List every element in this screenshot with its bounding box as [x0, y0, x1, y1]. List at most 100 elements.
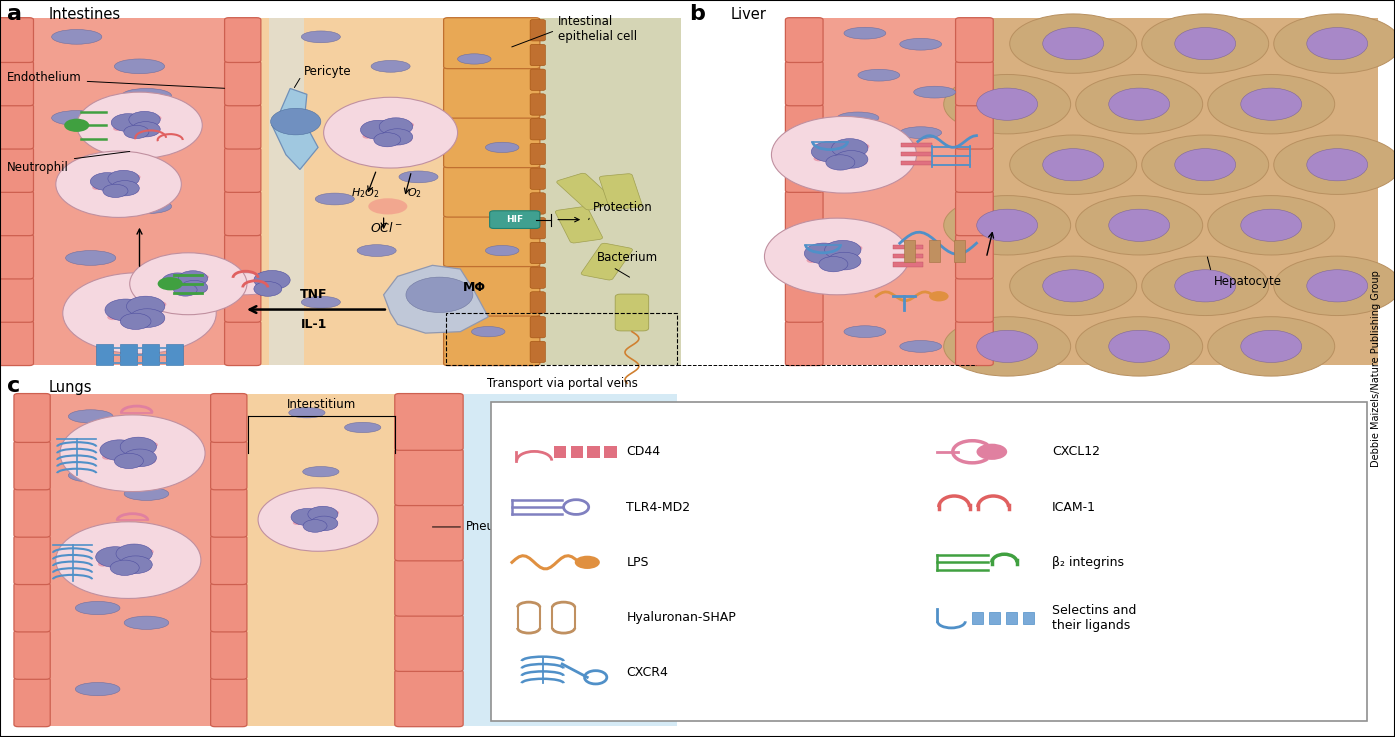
Circle shape	[296, 516, 304, 520]
Circle shape	[764, 218, 910, 295]
Text: CD44: CD44	[626, 445, 660, 458]
Circle shape	[812, 142, 851, 162]
Text: β₂ integrins: β₂ integrins	[1052, 556, 1124, 569]
Text: CXCR4: CXCR4	[626, 666, 668, 680]
Circle shape	[138, 113, 146, 119]
FancyBboxPatch shape	[0, 18, 33, 63]
Bar	[893, 245, 923, 249]
Circle shape	[1240, 330, 1302, 363]
Circle shape	[141, 565, 152, 570]
Bar	[491, 402, 1367, 721]
Polygon shape	[272, 88, 318, 170]
Circle shape	[179, 290, 187, 295]
Text: $H_2O_2$: $H_2O_2$	[352, 186, 379, 200]
FancyBboxPatch shape	[0, 278, 33, 322]
Bar	[788, 18, 990, 365]
Circle shape	[100, 174, 109, 178]
Ellipse shape	[68, 410, 113, 423]
Circle shape	[92, 185, 100, 190]
FancyBboxPatch shape	[395, 670, 463, 727]
Text: HIF: HIF	[506, 215, 523, 224]
Ellipse shape	[844, 27, 886, 39]
Text: Intestines: Intestines	[49, 7, 121, 22]
Ellipse shape	[485, 142, 519, 153]
Circle shape	[1109, 330, 1169, 363]
FancyBboxPatch shape	[395, 615, 463, 671]
Circle shape	[130, 309, 165, 327]
Ellipse shape	[124, 428, 169, 441]
Ellipse shape	[1076, 74, 1202, 134]
Ellipse shape	[303, 467, 339, 477]
Circle shape	[145, 122, 153, 126]
Ellipse shape	[1076, 317, 1202, 376]
Circle shape	[193, 280, 201, 284]
Ellipse shape	[301, 31, 340, 43]
FancyBboxPatch shape	[395, 559, 463, 616]
Text: Hepatocyte: Hepatocyte	[1207, 257, 1282, 288]
Circle shape	[179, 270, 208, 286]
Text: Endothelium: Endothelium	[7, 71, 225, 88]
Bar	[893, 262, 923, 267]
Circle shape	[303, 520, 326, 532]
Ellipse shape	[368, 198, 407, 214]
Bar	[990, 18, 1378, 365]
FancyBboxPatch shape	[14, 441, 50, 490]
Circle shape	[396, 128, 406, 133]
Bar	[571, 446, 583, 458]
Circle shape	[148, 442, 158, 447]
Text: Selectins and
their ligands: Selectins and their ligands	[1052, 604, 1136, 632]
Circle shape	[112, 113, 145, 132]
Circle shape	[116, 544, 152, 563]
Circle shape	[112, 441, 121, 447]
Circle shape	[91, 172, 124, 191]
Circle shape	[120, 461, 130, 467]
FancyBboxPatch shape	[444, 216, 540, 267]
Ellipse shape	[124, 487, 169, 500]
Circle shape	[813, 156, 823, 161]
FancyBboxPatch shape	[785, 234, 823, 279]
Ellipse shape	[837, 112, 879, 124]
Ellipse shape	[1141, 256, 1268, 315]
FancyBboxPatch shape	[444, 265, 540, 316]
Circle shape	[857, 160, 868, 165]
Text: $OCl^-$: $OCl^-$	[370, 222, 403, 235]
Ellipse shape	[68, 469, 113, 482]
Text: Debbie Maizels/Nature Publishing Group: Debbie Maizels/Nature Publishing Group	[1371, 270, 1381, 467]
Circle shape	[77, 92, 202, 158]
Circle shape	[1240, 209, 1302, 242]
Bar	[398, 394, 460, 726]
FancyBboxPatch shape	[956, 321, 993, 366]
Circle shape	[199, 287, 206, 292]
Circle shape	[112, 308, 121, 314]
FancyBboxPatch shape	[785, 321, 823, 366]
FancyBboxPatch shape	[395, 504, 463, 561]
Circle shape	[406, 277, 473, 312]
Circle shape	[827, 252, 861, 270]
Ellipse shape	[900, 340, 942, 352]
Circle shape	[360, 120, 396, 139]
FancyBboxPatch shape	[14, 489, 50, 537]
Circle shape	[131, 122, 160, 137]
Bar	[587, 446, 600, 458]
Circle shape	[128, 111, 160, 128]
Ellipse shape	[1274, 135, 1395, 195]
Circle shape	[1175, 149, 1236, 181]
Bar	[954, 240, 965, 262]
Ellipse shape	[75, 531, 120, 545]
FancyBboxPatch shape	[444, 116, 540, 167]
Circle shape	[806, 258, 816, 263]
Circle shape	[124, 125, 149, 139]
Ellipse shape	[114, 59, 165, 74]
FancyBboxPatch shape	[956, 105, 993, 149]
Bar	[537, 18, 681, 365]
Text: Protection: Protection	[589, 201, 653, 220]
Circle shape	[1109, 209, 1169, 242]
Text: TLR4-MD2: TLR4-MD2	[626, 500, 691, 514]
Ellipse shape	[124, 616, 169, 629]
Text: Pericyte: Pericyte	[294, 65, 352, 88]
Circle shape	[117, 172, 126, 178]
FancyBboxPatch shape	[225, 234, 261, 279]
Circle shape	[836, 243, 845, 248]
Circle shape	[124, 181, 133, 185]
Circle shape	[308, 526, 317, 531]
